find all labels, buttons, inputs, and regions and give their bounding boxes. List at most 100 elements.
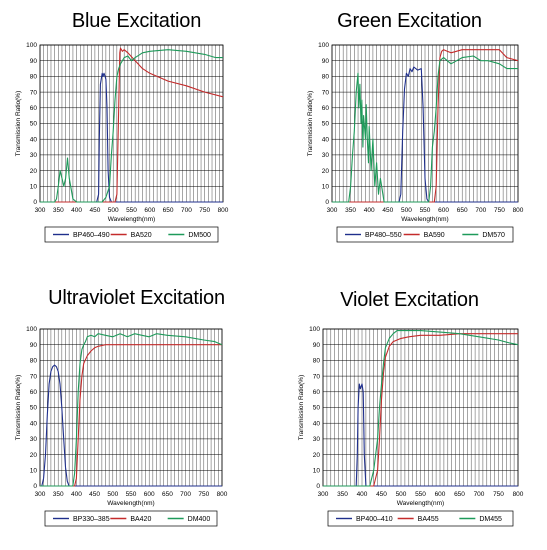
chart-title: Ultraviolet Excitation: [48, 287, 225, 309]
series-line-barrier: [40, 344, 222, 487]
x-tick-label: 300: [35, 207, 46, 214]
x-tick-label: 400: [357, 491, 368, 498]
series-line-barrier: [323, 333, 518, 487]
y-tick-label: 70: [313, 373, 321, 380]
y-tick-label: 30: [30, 152, 38, 159]
x-tick-label: 750: [198, 491, 209, 498]
x-axis-label: Wavelength(nm): [401, 216, 448, 223]
y-tick-label: 30: [313, 436, 321, 443]
y-tick-label: 0: [316, 483, 320, 490]
series-line-dichroic: [40, 49, 223, 203]
y-tick-label: 40: [322, 136, 330, 143]
legend-box: [336, 226, 514, 243]
legend-box: [44, 226, 219, 243]
y-axis-label: Transmission Ratio(%): [15, 91, 22, 157]
y-tick-label: 90: [30, 342, 38, 349]
series-line-excitation: [40, 364, 222, 487]
y-tick-label: 20: [322, 168, 330, 175]
x-tick-label: 700: [475, 207, 486, 214]
legend-box: [44, 510, 218, 527]
y-tick-label: 40: [30, 136, 38, 143]
y-tick-label: 10: [30, 184, 38, 191]
legend-label: DM455: [479, 516, 502, 523]
series-line-excitation: [332, 66, 518, 203]
legend-label: BP400–410: [356, 516, 393, 523]
legend-label: DM500: [188, 232, 211, 239]
chart-title: Blue Excitation: [71, 10, 202, 32]
y-tick-label: 20: [30, 168, 38, 175]
chart-plot: 0 10 20 30 40 50 60 70 80 90 100 300 350 400 450 500 550…: [15, 42, 229, 243]
legend-label: BP460–490: [73, 232, 110, 239]
y-tick-label: 0: [33, 483, 37, 490]
chart-plot: 0 10 20 30 40 50 60 70 80 90 100 300 350 400 450 500 550…: [307, 42, 524, 243]
y-tick-label: 70: [30, 373, 38, 380]
chart-panel-ultraviolet: Ultraviolet Excitation 0 10 20 30 40 50 60 70 80…: [0, 275, 273, 550]
x-tick-label: 750: [493, 491, 504, 498]
x-tick-label: 600: [144, 207, 155, 214]
legend-box: [327, 510, 514, 527]
x-tick-label: 500: [396, 491, 407, 498]
x-tick-label: 800: [218, 207, 229, 214]
x-tick-label: 600: [144, 491, 155, 498]
series-line-barrier: [40, 47, 224, 203]
x-tick-label: 750: [494, 207, 505, 214]
x-tick-label: 550: [126, 491, 137, 498]
y-tick-label: 50: [30, 121, 38, 128]
x-tick-label: 800: [513, 207, 524, 214]
x-tick-label: 300: [35, 491, 46, 498]
y-tick-label: 0: [33, 199, 37, 206]
y-tick-label: 60: [30, 389, 38, 396]
legend-label: DM400: [188, 516, 211, 523]
chart-plot: 0 10 20 30 40 50 60 70 80 90 100 300 350 400 450 500 550…: [15, 326, 228, 527]
y-tick-label: 60: [30, 105, 38, 112]
y-tick-label: 80: [322, 74, 330, 81]
x-tick-label: 800: [217, 491, 228, 498]
chart-plot: 0 10 20 30 40 50 60 70 80 90 100 300 350 400 450 500 550…: [298, 326, 524, 527]
y-tick-label: 60: [322, 105, 330, 112]
x-tick-label: 650: [457, 207, 468, 214]
y-tick-label: 50: [313, 405, 321, 412]
x-tick-label: 300: [318, 491, 329, 498]
y-tick-label: 30: [322, 152, 330, 159]
x-tick-label: 350: [345, 207, 356, 214]
y-tick-label: 10: [30, 468, 38, 475]
x-tick-label: 450: [89, 491, 100, 498]
x-tick-label: 450: [382, 207, 393, 214]
x-tick-label: 300: [327, 207, 338, 214]
x-tick-label: 700: [474, 491, 485, 498]
y-tick-label: 90: [322, 58, 330, 65]
legend-label: BA520: [131, 232, 152, 239]
x-tick-label: 600: [435, 491, 446, 498]
legend-label: BP480–550: [365, 232, 402, 239]
x-tick-label: 550: [126, 207, 137, 214]
y-tick-label: 10: [322, 184, 330, 191]
x-axis-label: Wavelength(nm): [108, 216, 155, 223]
x-tick-label: 450: [89, 207, 100, 214]
x-tick-label: 400: [364, 207, 375, 214]
chart-title: Green Excitation: [337, 10, 482, 32]
y-tick-label: 80: [30, 74, 38, 81]
legend-label: BA420: [130, 516, 151, 523]
x-tick-label: 700: [180, 491, 191, 498]
x-tick-label: 350: [53, 491, 64, 498]
x-tick-label: 750: [199, 207, 210, 214]
y-tick-label: 90: [313, 342, 321, 349]
y-tick-label: 70: [30, 89, 38, 96]
legend-label: BA455: [418, 516, 439, 523]
series-line-excitation: [323, 383, 518, 487]
x-axis-label: Wavelength(nm): [107, 500, 154, 507]
y-tick-label: 60: [313, 389, 321, 396]
x-tick-label: 550: [415, 491, 426, 498]
y-tick-label: 10: [313, 468, 321, 475]
x-axis-label: Wavelength(nm): [397, 500, 444, 507]
series-line-dichroic: [40, 333, 223, 487]
x-tick-label: 500: [401, 207, 412, 214]
y-tick-label: 80: [30, 358, 38, 365]
y-tick-label: 70: [322, 89, 330, 96]
chart-panel-violet: Violet Excitation 0 10 20 30 40 50 60 70 80 90 100…: [273, 275, 546, 550]
x-tick-label: 400: [71, 207, 82, 214]
y-tick-label: 80: [313, 358, 321, 365]
y-tick-label: 30: [30, 436, 38, 443]
x-tick-label: 650: [454, 491, 465, 498]
x-tick-label: 700: [181, 207, 192, 214]
